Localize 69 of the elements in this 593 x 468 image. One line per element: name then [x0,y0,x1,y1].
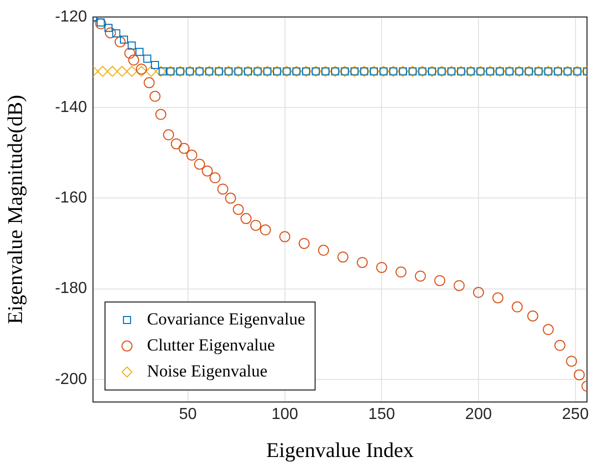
point [149,90,160,102]
point [337,252,348,263]
point [126,66,138,77]
x-tick-label: 200 [465,406,492,424]
point [114,36,126,48]
point [150,60,160,70]
point [155,66,166,77]
point [106,66,118,77]
point [376,262,388,273]
point [124,48,136,59]
point [318,244,330,256]
point [155,108,166,120]
point [554,340,566,351]
legend-label: Noise Eigenvalue [147,361,268,380]
point [112,29,120,38]
point [202,166,213,176]
point [210,172,221,184]
x-tick-label: 250 [562,406,589,424]
point [104,27,116,38]
legend-label: Covariance Eigenvalue [147,309,306,328]
point [178,142,190,154]
point [186,150,198,161]
x-tick-label: 150 [368,406,396,424]
point [128,54,140,66]
point [454,280,465,292]
point [279,231,290,242]
point [527,310,538,322]
point [396,266,407,278]
point [120,36,128,44]
point [542,324,554,336]
point [135,48,144,56]
point [144,77,155,88]
point [225,192,236,204]
y-tick-label: -180 [54,280,88,298]
y-axis-title: Eigenvalue Magnitude(dB) [3,94,28,324]
point [97,66,108,77]
point [146,66,157,77]
legend-label: Clutter Eigenvalue [147,335,275,354]
y-tick-label: -140 [54,98,88,116]
point [260,224,271,236]
point [298,238,310,249]
point [143,54,152,63]
point [574,369,585,380]
x-axis-title: Eigenvalue Index [266,438,414,462]
point [96,18,105,26]
point [492,292,504,304]
point [356,256,368,268]
x-tick-label: 100 [271,406,298,424]
point [250,220,262,231]
point [116,66,128,77]
point [434,275,446,286]
point [194,158,206,170]
point [512,301,523,312]
point [95,18,106,30]
point [232,204,244,215]
point [414,270,426,282]
point [104,24,113,32]
point [163,129,174,140]
point [128,42,136,50]
y-tick-label: -120 [54,8,88,26]
point [217,184,228,195]
x-tick-label: 50 [179,406,197,424]
point [240,213,252,224]
point [566,356,577,367]
y-tick-label: -160 [54,190,88,207]
point [158,67,167,76]
y-tick-label: -200 [54,370,88,388]
point [170,138,182,150]
point [473,286,484,298]
